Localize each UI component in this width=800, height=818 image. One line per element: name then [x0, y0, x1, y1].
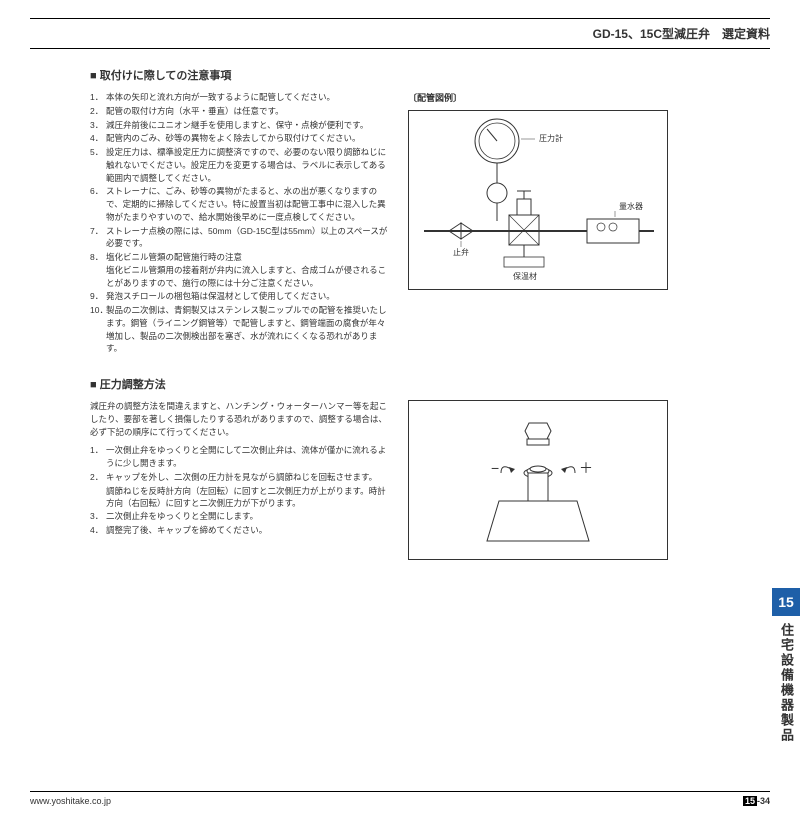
- section2-list: 一次側止弁をゆっくりと全開にして二次側止弁は、流体が僅かに流れるように少し開きま…: [90, 444, 390, 483]
- list-item: ストレーナに、ごみ、砂等の異物がたまると、水の出が悪くなりますので、定期的に掃除…: [90, 185, 390, 223]
- list-item: 二次側止弁をゆっくりと全開にします。: [90, 510, 390, 523]
- section2-subnote: 調節ねじを反時計方向（左回転）に回すと二次側圧力が上がります。時計方向（右回転）…: [90, 485, 390, 511]
- side-tab-label: 住宅設備機器製品: [777, 623, 796, 743]
- section2-title: ■ 圧力調整方法: [90, 376, 770, 392]
- side-tab-number: 15: [772, 588, 800, 616]
- list-item: 本体の矢印と流れ方向が一致するように配管してください。: [90, 91, 390, 104]
- diagram1-caption: 〔配管図例〕: [408, 91, 770, 104]
- footer-page: 15-34: [743, 796, 770, 806]
- page-header: GD-15、15C型減圧弁 選定資料: [0, 19, 800, 48]
- section2-intro: 減圧弁の調整方法を間違えますと、ハンチング・ウォーターハンマー等を起こしたり、要…: [90, 400, 390, 438]
- list-item: 配管内のごみ、砂等の異物をよく除去してから取付けてください。: [90, 132, 390, 145]
- list-item: ストレーナ点検の際には、50mm（GD-15C型は55mm）以上のスペースが必要…: [90, 225, 390, 251]
- section1-list: 本体の矢印と流れ方向が一致するように配管してください。 配管の取付け方向（水平・…: [90, 91, 390, 355]
- list-item: 減圧弁前後にユニオン継手を使用しますと、保守・点検が便利です。: [90, 119, 390, 132]
- list-item: 製品の二次側は、青銅製又はステンレス製ニップルでの配管を推奨いたします。鋼管（ラ…: [90, 304, 390, 355]
- section1-title: ■ 取付けに際しての注意事項: [90, 67, 770, 83]
- gauge-label: 圧力計: [539, 133, 563, 143]
- list-item: 配管の取付け方向（水平・垂直）は任意です。: [90, 105, 390, 118]
- list-item: キャップを外し、二次側の圧力計を見ながら調節ねじを回転させます。: [90, 471, 390, 484]
- meter-label: 量水器: [619, 201, 643, 211]
- piping-diagram: 圧力計 量水器 止弁 保温材: [408, 110, 668, 290]
- list-item: 塩化ビニル管類の配管施行時の注意 塩化ビニル管類用の接着剤が弁内に流入しますと、…: [90, 251, 390, 289]
- stop-label: 止弁: [453, 247, 469, 257]
- footer-url: www.yoshitake.co.jp: [30, 796, 111, 806]
- list-item: 発泡スチロールの梱包箱は保温材として使用してください。: [90, 290, 390, 303]
- header-title: GD-15、15C型減圧弁 選定資料: [593, 25, 770, 42]
- page-footer: www.yoshitake.co.jp 15-34: [30, 791, 770, 806]
- list-item: 一次側止弁をゆっくりと全開にして二次側止弁は、流体が僅かに流れるように少し開きま…: [90, 444, 390, 470]
- svg-text:＋: ＋: [579, 460, 593, 476]
- insulation-label: 保温材: [513, 271, 537, 281]
- svg-text:−: −: [491, 460, 499, 476]
- list-item: 調整完了後、キャップを締めてください。: [90, 524, 390, 537]
- list-item: 設定圧力は、標準設定圧力に調整済ですので、必要のない限り調節ねじに触れないでくだ…: [90, 146, 390, 184]
- section2-list2: 二次側止弁をゆっくりと全開にします。 調整完了後、キャップを締めてください。: [90, 510, 390, 537]
- adjustment-diagram: − ＋: [408, 400, 668, 560]
